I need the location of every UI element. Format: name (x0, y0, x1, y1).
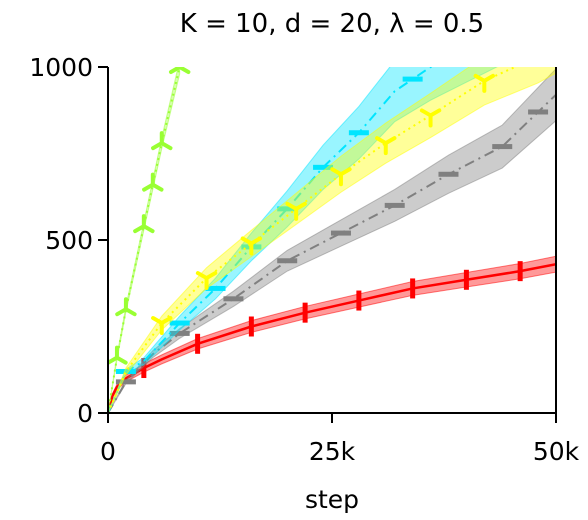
series-0-marker-5 (410, 278, 416, 299)
chart-title: K = 10, d = 20, λ = 0.5 (180, 9, 484, 39)
series-3 (108, 67, 556, 413)
series-0-marker-7 (517, 261, 523, 282)
series-0-marker-4 (356, 290, 362, 311)
series-2-marker-0 (115, 368, 136, 374)
series-1-marker-7 (492, 144, 513, 150)
series-4-marker-2 (133, 214, 155, 234)
series-2-marker-6 (348, 130, 369, 136)
series-2-band (108, 67, 498, 413)
series-4 (108, 67, 191, 413)
x-tick-label-0: 0 (100, 437, 116, 466)
series-3-marker-1 (195, 271, 218, 291)
series-2-marker-7 (402, 76, 423, 82)
series-3-marker-2 (240, 236, 263, 256)
series-1-marker-1 (169, 330, 190, 336)
series-1-line (108, 93, 556, 413)
x-tick-label-1: 25k (309, 437, 356, 466)
series-2-marker-8 (456, 44, 476, 49)
series-0-marker-0 (141, 358, 147, 379)
series-2-marker-2 (205, 285, 226, 291)
series-3-marker-3 (285, 201, 307, 221)
series-layer (108, 44, 556, 413)
series-0-marker-2 (248, 316, 254, 337)
ticks-layer: 0 500 1000 0 25k 50k (29, 53, 579, 466)
y-tick-label-0: 0 (77, 399, 93, 428)
series-3-marker-4 (330, 167, 352, 187)
series-3-marker-7 (473, 73, 496, 93)
series-0-marker-6 (463, 269, 469, 290)
series-4-marker-5 (168, 67, 191, 74)
series-3-marker-5 (375, 136, 397, 156)
series-1 (108, 68, 556, 413)
series-3-marker-0 (151, 316, 173, 336)
series-1-marker-5 (384, 202, 405, 208)
series-0-marker-3 (302, 302, 308, 323)
series-1-marker-8 (528, 109, 549, 115)
y-tick-label-1: 500 (45, 226, 93, 255)
series-3-marker-6 (419, 108, 442, 128)
series-1-marker-2 (223, 296, 244, 302)
series-1-marker-4 (330, 230, 351, 236)
x-axis-label: step (305, 485, 359, 514)
series-3-band (108, 67, 556, 413)
series-2-marker-1 (169, 320, 190, 326)
series-1-marker-3 (277, 258, 298, 264)
x-tick-label-2: 50k (533, 437, 580, 466)
series-1-band (108, 68, 556, 413)
series-2-marker-4 (277, 206, 298, 212)
series-1-marker-6 (438, 171, 459, 177)
series-4-marker-4 (151, 131, 173, 151)
series-4-marker-0 (108, 345, 128, 365)
series-4-marker-1 (115, 297, 137, 317)
series-0-marker-1 (195, 333, 201, 354)
y-tick-label-2: 1000 (29, 53, 93, 82)
series-2-marker-5 (313, 164, 334, 170)
series-4-marker-3 (142, 172, 164, 192)
series-1-marker-0 (115, 379, 136, 385)
